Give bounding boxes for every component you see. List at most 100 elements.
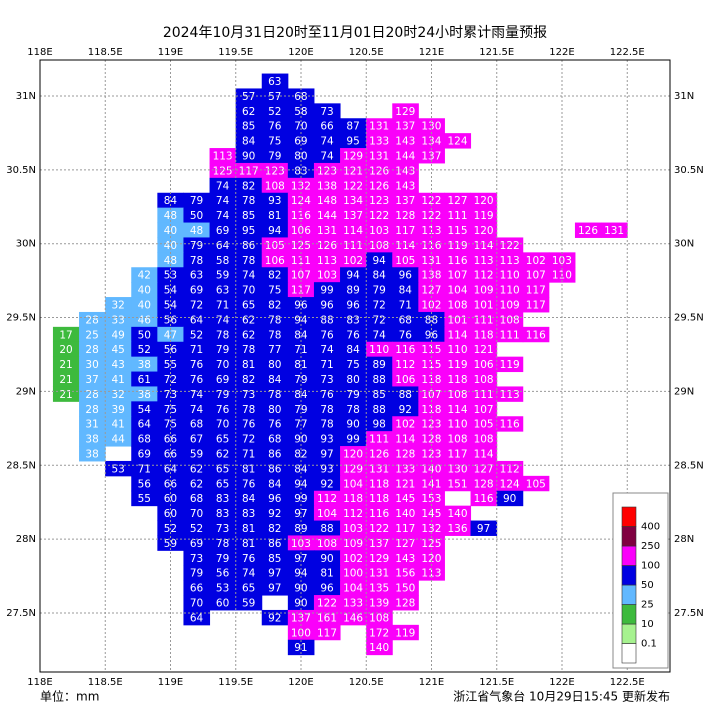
rain-cell [444, 237, 472, 253]
x-tick-label-top: 120E [288, 47, 313, 58]
rain-cell [157, 267, 184, 283]
rain-cell [183, 386, 211, 402]
rain-value: 119 [500, 359, 520, 371]
rain-value: 92 [268, 508, 281, 520]
rain-value: 92 [268, 612, 281, 624]
rain-cell [392, 401, 419, 417]
rain-value: 78 [216, 538, 229, 550]
rain-value: 75 [268, 136, 281, 148]
rain-cell [261, 341, 289, 358]
rain-value: 131 [369, 568, 389, 580]
rain-value: 114 [474, 449, 494, 461]
rain-cell [313, 401, 341, 417]
rain-cell [340, 416, 367, 432]
rain-value: 85 [242, 121, 255, 133]
rain-cell [183, 341, 211, 358]
rain-value: 38 [138, 389, 151, 401]
legend-label: 25 [641, 600, 654, 611]
rain-value: 123 [369, 195, 389, 207]
rain-value: 76 [268, 419, 282, 431]
rain-value: 79 [373, 285, 386, 297]
rain-value: 79 [268, 151, 281, 163]
rain-value: 118 [474, 329, 494, 341]
rain-cell [366, 490, 393, 507]
rain-cell [131, 282, 158, 298]
rain-value: 116 [369, 508, 389, 520]
rain-cell [444, 475, 472, 492]
rain-value: 85 [268, 553, 281, 565]
rain-cell [392, 252, 419, 268]
rain-cell [183, 431, 211, 447]
rain-cell [235, 386, 263, 402]
rain-value: 78 [242, 344, 255, 356]
rain-value: 112 [317, 493, 337, 505]
rain-value: 118 [343, 493, 363, 505]
rain-cell [444, 133, 472, 149]
rain-value: 143 [395, 553, 415, 565]
rain-cell [418, 371, 445, 387]
rain-value: 20 [59, 344, 72, 356]
rain-cell [313, 207, 341, 224]
x-tick-label-top: 119E [158, 47, 183, 58]
rain-value: 70 [216, 359, 229, 371]
rain-value: 97 [477, 523, 490, 535]
rain-cell [444, 416, 472, 432]
rain-value: 90 [242, 151, 255, 163]
rain-value: 132 [291, 180, 311, 192]
rain-cell [287, 595, 315, 611]
rain-value: 93 [320, 463, 333, 475]
rain-value: 108 [447, 434, 467, 446]
rain-cell [496, 326, 524, 343]
rain-cell [209, 550, 237, 566]
rain-value: 81 [242, 359, 255, 371]
rain-value: 69 [190, 538, 203, 550]
rain-cell [235, 475, 263, 492]
x-tick-label-top: 122E [549, 47, 574, 58]
rain-cell [183, 520, 211, 536]
rain-value: 105 [265, 240, 285, 252]
rain-cell [444, 386, 472, 402]
rain-cell [444, 446, 472, 462]
rain-value: 93 [268, 195, 281, 207]
rain-cell [470, 356, 498, 373]
rain-value: 107 [447, 270, 467, 282]
rain-value: 74 [216, 314, 230, 326]
rain-cell [287, 311, 315, 328]
rain-cell [131, 326, 158, 343]
rain-value: 81 [320, 568, 333, 580]
rain-value: 81 [242, 538, 255, 550]
rain-value: 118 [447, 374, 467, 386]
rain-value: 100 [343, 568, 363, 580]
legend-swatch [621, 643, 637, 664]
rain-value: 76 [242, 478, 256, 490]
rain-cell [496, 475, 524, 492]
rain-cell [470, 490, 498, 507]
y-tick-label-left: 29N [16, 386, 36, 397]
rain-cell [366, 446, 393, 462]
rain-cell [470, 252, 498, 268]
rain-cell [157, 490, 184, 507]
rain-cell [261, 416, 289, 432]
rain-cell [496, 386, 524, 402]
rain-value: 90 [346, 419, 359, 431]
rain-cell [235, 535, 263, 551]
rain-value: 146 [343, 612, 363, 624]
rain-cell [496, 416, 524, 432]
rain-cell [287, 416, 315, 432]
rain-value: 117 [395, 523, 415, 535]
rain-value: 114 [474, 240, 494, 252]
rain-cell [392, 371, 419, 387]
rain-cell [418, 311, 445, 328]
rain-cell [496, 490, 524, 507]
rain-cell [340, 222, 367, 238]
rain-cell [157, 386, 184, 402]
rain-cell [470, 446, 498, 462]
rain-value: 106 [265, 255, 285, 267]
rain-cell [157, 431, 184, 447]
rain-value: 76 [346, 329, 360, 341]
rain-cell [183, 192, 211, 209]
rain-value: 111 [369, 434, 389, 446]
rain-value: 53 [112, 463, 125, 475]
rain-cell [313, 431, 341, 447]
